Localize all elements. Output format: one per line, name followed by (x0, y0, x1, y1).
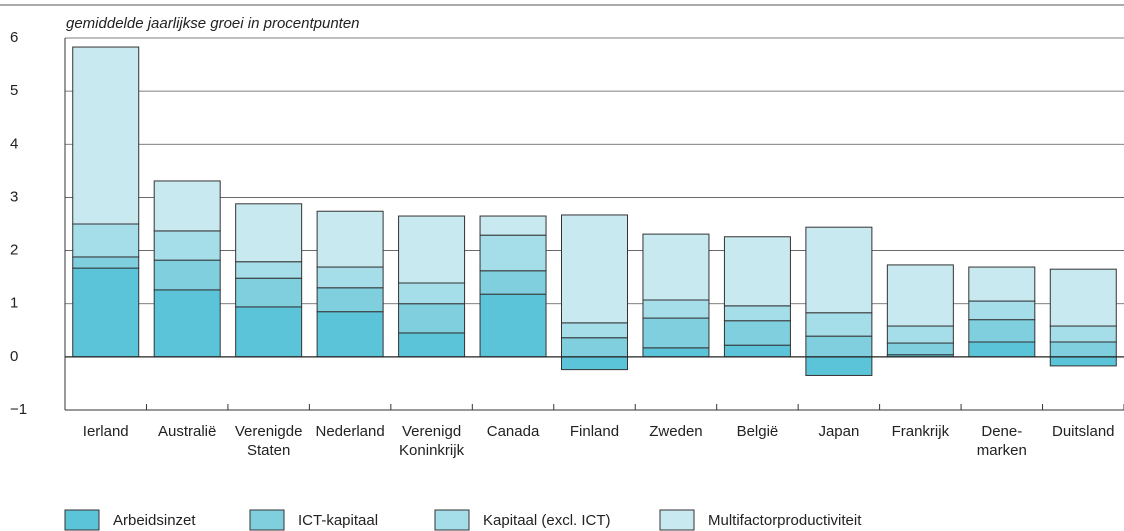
bar-segment (235, 261, 303, 279)
y-tick-label: 4 (10, 135, 18, 152)
y-tick-label: 0 (10, 348, 18, 365)
bar-segment (886, 264, 954, 327)
bar-segment (398, 282, 466, 305)
x-tick-label: Ierland (82, 423, 129, 440)
y-tick-label: 3 (10, 188, 18, 205)
legend-swatch (434, 509, 470, 531)
bar-segment (805, 312, 873, 337)
bar-segment (1049, 341, 1117, 358)
x-tick-label: België (736, 423, 779, 440)
bar-segment (479, 270, 547, 295)
legend-label: Kapitaal (excl. ICT) (483, 512, 611, 529)
bar-segment (805, 335, 873, 358)
x-tick-label: Japan (818, 423, 860, 440)
x-tick-label: Frankrijk (891, 423, 950, 440)
bar-segment (561, 214, 628, 324)
y-tick-label: 5 (10, 82, 18, 99)
legend-label: Multifactorproductiviteit (708, 512, 862, 529)
bar-segment (886, 325, 954, 344)
bar-segment (72, 223, 140, 258)
bar-segment (316, 287, 384, 313)
x-tick-label: Duitsland (1051, 423, 1115, 440)
y-tick-label: −1 (10, 401, 27, 418)
bar-segment (805, 226, 873, 314)
bar-segment (235, 203, 303, 263)
x-tick-label: Verenigde Staten (234, 423, 303, 459)
bar-segment (886, 342, 954, 356)
bar-segment (153, 259, 221, 291)
x-tick-label: Nederland (315, 423, 385, 440)
chart-subtitle: gemiddelde jaarlijkse groei in procentpu… (66, 15, 360, 32)
bar-segment (72, 256, 140, 269)
bar-segment (723, 320, 791, 346)
x-tick-label: Finland (569, 423, 620, 440)
bar-segment (723, 236, 791, 307)
bar-segment (723, 344, 791, 358)
bar-segment (316, 311, 384, 358)
bar-segment (72, 267, 140, 358)
bar-segment (561, 322, 628, 339)
bar-segment (1049, 325, 1117, 343)
bar-segment (153, 289, 221, 358)
bar-segment (153, 180, 221, 232)
bar-segment (235, 306, 303, 358)
bar-segment (316, 266, 384, 289)
bar-segment (72, 46, 140, 225)
bar-segment (398, 303, 466, 334)
legend-swatch (64, 509, 100, 531)
bar-segment (479, 293, 547, 358)
bar-segment (723, 305, 791, 322)
bar-segment (235, 277, 303, 308)
bar-segment (1049, 356, 1117, 367)
legend-label: ICT-kapitaal (298, 512, 378, 529)
bar-segment (642, 317, 710, 349)
bar-segment (479, 234, 547, 272)
bar-segment (968, 319, 1036, 343)
bar-segment (153, 230, 221, 261)
bar-segment (968, 300, 1036, 321)
x-tick-label: Dene- marken (976, 423, 1027, 459)
bar-segment (561, 356, 628, 371)
y-tick-label: 2 (10, 242, 18, 259)
bar-segment (968, 266, 1036, 302)
x-tick-label: Verenigd Koninkrijk (399, 423, 465, 459)
bar-segment (805, 356, 873, 376)
bar-segment (1049, 268, 1117, 327)
legend-label: Arbeidsinzet (113, 512, 196, 529)
bar-segment (642, 233, 710, 301)
bar-segment (642, 347, 710, 358)
bar-segment (479, 215, 547, 236)
bar-segment (642, 299, 710, 319)
legend-swatch (249, 509, 285, 531)
x-tick-label: Australië (158, 423, 217, 440)
y-tick-label: 1 (10, 295, 18, 312)
bar-segment (968, 341, 1036, 358)
bar-segment (316, 210, 384, 268)
bar-segment (398, 215, 466, 284)
bar-segment (561, 337, 628, 358)
y-tick-label: 6 (10, 29, 18, 46)
x-tick-label: Canada (486, 423, 540, 440)
legend-swatch (659, 509, 695, 531)
bar-segment (398, 332, 466, 358)
x-tick-label: Zweden (649, 423, 703, 440)
